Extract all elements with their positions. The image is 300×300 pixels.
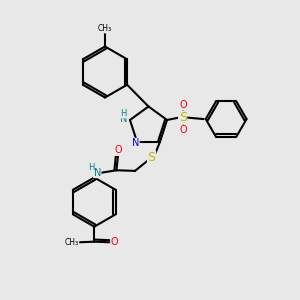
Text: O: O <box>179 125 187 135</box>
Text: N: N <box>120 114 127 124</box>
Text: S: S <box>178 111 187 124</box>
Text: H: H <box>120 109 127 118</box>
Text: N: N <box>132 138 139 148</box>
Text: H: H <box>88 163 94 172</box>
Text: O: O <box>179 100 187 110</box>
Text: CH₃: CH₃ <box>65 238 79 247</box>
Text: S: S <box>148 151 156 164</box>
Text: O: O <box>111 237 119 247</box>
Text: O: O <box>114 146 122 155</box>
Text: CH₃: CH₃ <box>98 24 112 33</box>
Text: N: N <box>94 168 101 178</box>
